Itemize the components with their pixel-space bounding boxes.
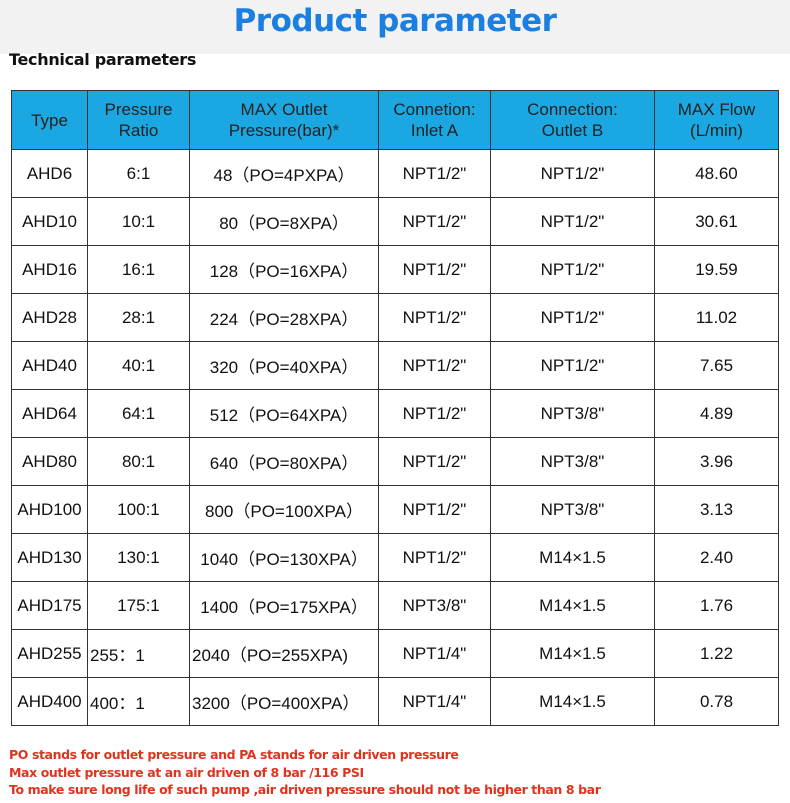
table-cell: NPT1/2" xyxy=(490,197,655,246)
table-cell: 0.78 xyxy=(654,677,779,726)
table-cell: 30.61 xyxy=(654,197,779,246)
table-cell: 2.40 xyxy=(654,533,779,582)
table-cell: NPT1/2" xyxy=(490,149,655,198)
table-cell: 16:1 xyxy=(87,245,190,294)
table-cell: 640（PO=80XPA） xyxy=(189,437,379,486)
table-cell: 19.59 xyxy=(654,245,779,294)
table-cell: AHD100 xyxy=(11,485,88,534)
table-cell: 7.65 xyxy=(654,341,779,390)
column-header: Connection: Outlet B xyxy=(490,90,655,150)
table-cell: NPT3/8" xyxy=(490,485,655,534)
table-cell: AHD175 xyxy=(11,581,88,630)
table-row: AHD6 6:1 48（PO=4PXPA） NPT1/2" NPT1/2" 48.60 xyxy=(11,149,779,198)
table-cell: 6:1 xyxy=(87,149,190,198)
table-row: AHD16 16:1 128（PO=16XPA） NPT1/2" NPT1/2" 19.5… xyxy=(11,245,779,294)
table-cell: M14×1.5 xyxy=(490,581,655,630)
table-cell: 48.60 xyxy=(654,149,779,198)
table-cell: 10:1 xyxy=(87,197,190,246)
table-cell: AHD80 xyxy=(11,437,88,486)
table-cell: 175:1 xyxy=(87,581,190,630)
table-row: AHD40 40:1 320（PO=40XPA） NPT1/2" NPT1/2" 7.65 xyxy=(11,341,779,390)
table-cell: M14×1.5 xyxy=(490,677,655,726)
table-cell: 80:1 xyxy=(87,437,190,486)
table-cell: 400：1 xyxy=(87,677,190,726)
table-cell: 2040（PO=255XPA) xyxy=(189,629,379,678)
column-header: MAX Flow (L/min) xyxy=(654,90,779,150)
table-cell: NPT1/2" xyxy=(490,293,655,342)
table-cell: 80（PO=8XPA） xyxy=(189,197,379,246)
table-row: AHD130 130:1 1040（PO=130XPA） NPT1/2" M14×1.5… xyxy=(11,533,779,582)
table-cell: NPT1/2" xyxy=(378,149,491,198)
table-cell: AHD6 xyxy=(11,149,88,198)
table-cell: 255：1 xyxy=(87,629,190,678)
table-cell: 64:1 xyxy=(87,389,190,438)
table-cell: 130:1 xyxy=(87,533,190,582)
table-cell: 11.02 xyxy=(654,293,779,342)
table-cell: AHD400 xyxy=(11,677,88,726)
footnote-line: To make sure long life of such pump ,air… xyxy=(9,782,601,797)
column-header: Pressure Ratio xyxy=(87,90,190,150)
table-cell: 3.13 xyxy=(654,485,779,534)
table-cell: 128（PO=16XPA） xyxy=(189,245,379,294)
section-heading: Technical parameters xyxy=(9,50,197,69)
table-row: AHD28 28:1 224（PO=28XPA） NPT1/2" NPT1/2" 11.0… xyxy=(11,293,779,342)
table-row: AHD64 64:1 512（PO=64XPA） NPT1/2" NPT3/8" 4.89 xyxy=(11,389,779,438)
table-cell: 3200（PO=400XPA） xyxy=(189,677,379,726)
table-cell: NPT1/2" xyxy=(378,437,491,486)
table-cell: 1.76 xyxy=(654,581,779,630)
table-cell: NPT1/2" xyxy=(378,533,491,582)
table-cell: 3.96 xyxy=(654,437,779,486)
table-cell: NPT1/2" xyxy=(378,389,491,438)
table-row: AHD175 175:1 1400（PO=175XPA） NPT3/8" M14×1.5… xyxy=(11,581,779,630)
table-cell: NPT1/4" xyxy=(378,629,491,678)
table-cell: NPT1/4" xyxy=(378,677,491,726)
table-cell: AHD64 xyxy=(11,389,88,438)
table-cell: 4.89 xyxy=(654,389,779,438)
table-row: AHD400 400：1 3200（PO=400XPA） NPT1/4" M14×1.5… xyxy=(11,677,779,726)
table-cell: NPT1/2" xyxy=(490,245,655,294)
title-banner: Product parameter xyxy=(0,0,790,54)
page-title: Product parameter xyxy=(233,3,557,39)
footnotes: PO stands for outlet pressure and PA sta… xyxy=(9,746,601,799)
table-cell: 512（PO=64XPA） xyxy=(189,389,379,438)
table-row: AHD255 255：1 2040（PO=255XPA) NPT1/4" M14×1.5… xyxy=(11,629,779,678)
column-header: Connetion: Inlet A xyxy=(378,90,491,150)
table-cell: AHD10 xyxy=(11,197,88,246)
table-cell: NPT1/2" xyxy=(378,197,491,246)
column-header: Type xyxy=(11,90,88,150)
table-cell: NPT1/2" xyxy=(378,485,491,534)
table-row: AHD80 80:1 640（PO=80XPA） NPT1/2" NPT3/8" 3.96 xyxy=(11,437,779,486)
table-cell: M14×1.5 xyxy=(490,533,655,582)
table-cell: AHD40 xyxy=(11,341,88,390)
table-header-row: Type Pressure Ratio MAX Outlet Pressure(bar)… xyxy=(11,90,779,150)
table-cell: NPT3/8" xyxy=(490,389,655,438)
table-cell: 1040（PO=130XPA） xyxy=(189,533,379,582)
footnote-line: PO stands for outlet pressure and PA sta… xyxy=(9,747,459,762)
table-cell: 320（PO=40XPA） xyxy=(189,341,379,390)
table-cell: AHD16 xyxy=(11,245,88,294)
table-cell: M14×1.5 xyxy=(490,629,655,678)
column-header: MAX Outlet Pressure(bar)* xyxy=(189,90,379,150)
table-cell: AHD130 xyxy=(11,533,88,582)
table-cell: NPT3/8" xyxy=(378,581,491,630)
table-cell: NPT1/2" xyxy=(378,245,491,294)
table-cell: NPT1/2" xyxy=(378,341,491,390)
table-cell: 100:1 xyxy=(87,485,190,534)
table-cell: AHD28 xyxy=(11,293,88,342)
table-cell: 1400（PO=175XPA） xyxy=(189,581,379,630)
table-row: AHD100 100:1 800（PO=100XPA） NPT1/2" NPT3/8" 3… xyxy=(11,485,779,534)
table-cell: 48（PO=4PXPA） xyxy=(189,149,379,198)
table-cell: 800（PO=100XPA） xyxy=(189,485,379,534)
parameters-table: Type Pressure Ratio MAX Outlet Pressure(bar)… xyxy=(11,90,779,726)
table-cell: 28:1 xyxy=(87,293,190,342)
footnote-line: Max outlet pressure at an air driven of … xyxy=(9,764,364,780)
table-cell: NPT1/2" xyxy=(490,341,655,390)
table-cell: 224（PO=28XPA） xyxy=(189,293,379,342)
table-cell: AHD255 xyxy=(11,629,88,678)
table-cell: 40:1 xyxy=(87,341,190,390)
table-cell: NPT3/8" xyxy=(490,437,655,486)
table-cell: NPT1/2" xyxy=(378,293,491,342)
table-row: AHD10 10:1 80（PO=8XPA） NPT1/2" NPT1/2" 30.61 xyxy=(11,197,779,246)
table-cell: 1.22 xyxy=(654,629,779,678)
